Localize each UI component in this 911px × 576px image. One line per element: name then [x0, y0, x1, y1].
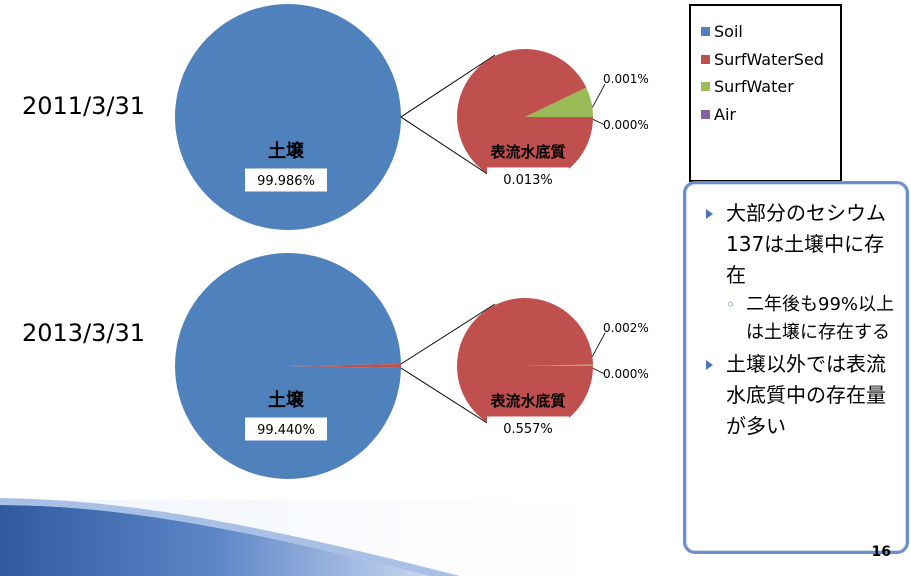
legend-item-air: Air [701, 101, 840, 129]
connector-line-bottom [400, 116, 496, 180]
secondary-pie-value-label: 0.557% [503, 422, 553, 437]
callout-label-surfwater: 0.001% [603, 72, 649, 86]
secondary-pie-value-label-bg [487, 416, 569, 440]
callout-label-air: 0.000% [603, 118, 649, 132]
main-pie-label: 土壌 [268, 389, 305, 411]
date-label-2011: 2011/3/31 [22, 92, 146, 120]
callout-label-surfwater: 0.002% [603, 321, 649, 335]
callout-label-air: 0.000% [603, 367, 649, 381]
secondary-pie-label: 表流水底質 [490, 392, 565, 410]
callout-line-surfwater [591, 332, 606, 357]
legend-item-soil: Soil [701, 18, 840, 46]
connector-line-bottom [400, 367, 496, 429]
callout-line-surfwater [591, 83, 606, 108]
secondary-pie-value-label-bg [487, 167, 569, 191]
secondary-pie-slice-surfwatersed [457, 298, 593, 435]
date-label-2013: 2013/3/31 [22, 319, 146, 347]
main-pie-value-label-bg [245, 417, 327, 441]
legend-swatch-soil [701, 27, 710, 37]
secondary-pie-label: 表流水底質 [490, 143, 565, 161]
summary-note-box: 大部分のセシウム137は土壌中に存在 二年後も99%以上は土壌に存在する 土壌以… [683, 181, 909, 554]
legend-swatch-surfwatersed [701, 54, 710, 64]
main-pie-value-label-bg [245, 168, 327, 192]
connector-line-top [400, 303, 496, 365]
chart-legend: Soil SurfWaterSed SurfWater Air [689, 4, 842, 182]
main-pie-value-label: 99.986% [257, 174, 315, 189]
connector-line-top [400, 54, 496, 118]
legend-label: SurfWaterSed [714, 49, 824, 69]
secondary-pie-slice-surfwater [525, 87, 593, 117]
legend-label: Air [714, 104, 736, 124]
secondary-pie-slice-surfwater [525, 364, 593, 366]
legend-item-surfwatersed: SurfWaterSed [701, 46, 840, 74]
callout-line-air [592, 368, 606, 375]
main-pie-slice-other [288, 364, 402, 368]
callout-line-air [592, 119, 606, 126]
main-pie-value-label: 99.440% [257, 423, 315, 438]
page-number: 16 [871, 544, 891, 560]
main-pie-label: 土壌 [268, 140, 305, 162]
main-pie-slice-soil [175, 4, 401, 231]
secondary-pie-value-label: 0.013% [503, 173, 553, 188]
note-bullet-2: 土壌以外では表流水底質中の存在量が多い [706, 349, 900, 442]
legend-swatch-surfwater [701, 82, 710, 92]
legend-label: SurfWater [714, 77, 794, 97]
secondary-pie-slice-surfwatersed [457, 49, 593, 186]
note-sub-bullet: 二年後も99%以上は土壌に存在する [706, 291, 900, 347]
legend-item-surfwater: SurfWater [701, 73, 840, 101]
main-pie-slice-soil [175, 253, 401, 479]
legend-label: Soil [714, 22, 743, 42]
legend-swatch-air [701, 109, 710, 119]
note-bullet-1: 大部分のセシウム137は土壌中に存在 [706, 198, 900, 291]
